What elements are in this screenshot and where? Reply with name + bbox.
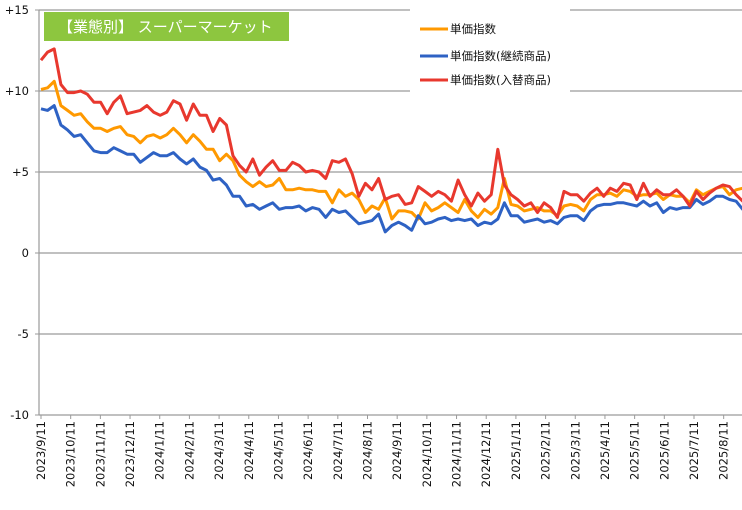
series-line-1 xyxy=(40,104,742,234)
x-tick-label: 2025/4/11 xyxy=(598,421,612,480)
y-tick-labels: +15 +10 +5 0 -5 -10 xyxy=(5,3,29,422)
x-tick-label: 2025/6/11 xyxy=(657,421,671,480)
gridlines xyxy=(39,9,742,335)
y-tick-label: +15 xyxy=(5,3,29,17)
x-tick-label: 2025/7/11 xyxy=(687,421,701,480)
x-tick-label: 2023/11/11 xyxy=(93,421,107,487)
x-tick-label: 2025/8/11 xyxy=(717,421,731,480)
x-tick-label: 2023/9/11 xyxy=(34,421,48,480)
legend: 単価指数 単価指数(継続商品) 単価指数(入替商品) xyxy=(410,8,570,96)
y-tick-label: +10 xyxy=(5,84,29,98)
axes xyxy=(35,9,742,419)
title-background xyxy=(44,12,289,41)
chart-title-text: 【業態別】 スーパーマーケット xyxy=(58,18,273,36)
x-tick-label: 2024/11/11 xyxy=(450,421,464,487)
x-tick-labels: 2023/9/11 2023/10/11 2023/11/11 2023/12/11 2… xyxy=(34,421,731,487)
x-tick-label: 2024/9/11 xyxy=(390,421,404,480)
x-tick-label: 2024/8/11 xyxy=(360,421,374,480)
x-tick-label: 2024/2/11 xyxy=(182,421,196,480)
x-tick-label: 2024/4/11 xyxy=(242,421,256,480)
x-tick-label: 2024/6/11 xyxy=(301,421,315,480)
y-tick-label: -5 xyxy=(18,327,29,341)
legend-label-continuing-items: 単価指数(継続商品) xyxy=(450,49,551,63)
x-tick-label: 2023/10/11 xyxy=(64,421,78,487)
y-tick-label: -10 xyxy=(10,408,29,422)
chart-title: 【業態別】 スーパーマーケット xyxy=(44,12,289,41)
x-tick-label: 2024/12/11 xyxy=(479,421,493,487)
x-tick-label: 2024/3/11 xyxy=(212,421,226,480)
legend-label-replacement-items: 単価指数(入替商品) xyxy=(450,73,551,87)
x-tick-label: 2023/12/11 xyxy=(123,421,137,487)
y-tick-label: 0 xyxy=(22,246,29,260)
x-tick-label: 2025/2/11 xyxy=(539,421,553,480)
series-lines xyxy=(39,47,742,234)
x-tick-label: 2025/5/11 xyxy=(628,421,642,480)
y-tick-label: +5 xyxy=(12,165,29,179)
x-tick-label: 2024/10/11 xyxy=(420,421,434,487)
x-tick-label: 2025/3/11 xyxy=(568,421,582,480)
x-tick-label: 2024/5/11 xyxy=(271,421,285,480)
x-tick-label: 2024/7/11 xyxy=(331,421,345,480)
series-line-2 xyxy=(39,47,742,219)
legend-label-unit-price-index: 単価指数 xyxy=(450,22,496,36)
x-tick-label: 2025/1/11 xyxy=(509,421,523,480)
x-tick-label: 2024/1/11 xyxy=(153,421,167,480)
